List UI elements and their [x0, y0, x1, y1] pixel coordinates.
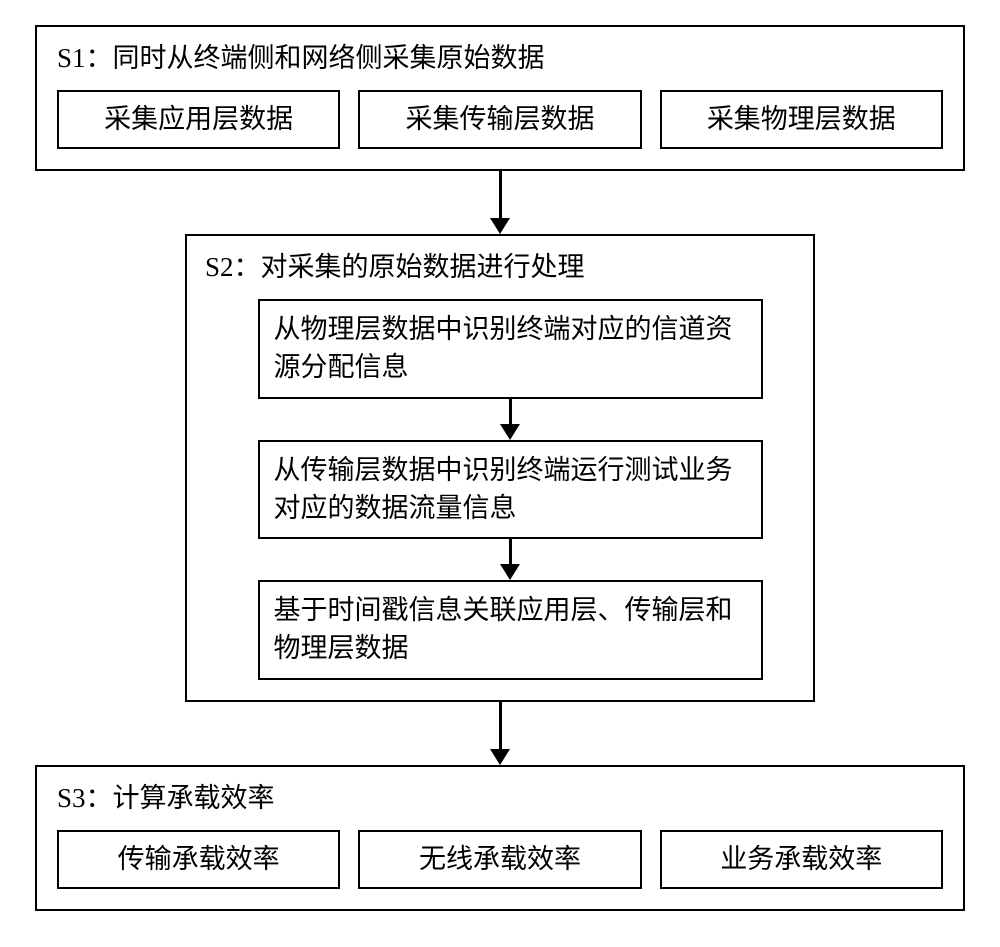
s2-step: 基于时间戳信息关联应用层、传输层和物理层数据 [258, 580, 763, 680]
step-s2-steps-col: 从物理层数据中识别终端对应的信道资源分配信息 从传输层数据中识别终端运行测试业务… [247, 299, 773, 680]
step-s1-title: S1：同时从终端侧和网络侧采集原始数据 [57, 41, 943, 76]
flowchart-diagram: S1：同时从终端侧和网络侧采集原始数据 采集应用层数据 采集传输层数据 采集物理… [25, 25, 975, 911]
s1-item: 采集传输层数据 [358, 90, 641, 149]
s3-item: 业务承载效率 [660, 830, 943, 889]
s3-item: 传输承载效率 [57, 830, 340, 889]
step-s3-title: S3：计算承载效率 [57, 781, 943, 816]
step-s3-items-row: 传输承载效率 无线承载效率 业务承载效率 [57, 830, 943, 889]
s1-item: 采集应用层数据 [57, 90, 340, 149]
s2-step: 从传输层数据中识别终端运行测试业务对应的数据流量信息 [258, 440, 763, 540]
arrow-s2-inner-1 [500, 399, 520, 440]
step-s3-box: S3：计算承载效率 传输承载效率 无线承载效率 业务承载效率 [35, 765, 965, 911]
step-s2-box: S2：对采集的原始数据进行处理 从物理层数据中识别终端对应的信道资源分配信息 从… [185, 234, 815, 702]
s2-step: 从物理层数据中识别终端对应的信道资源分配信息 [258, 299, 763, 399]
s3-item: 无线承载效率 [358, 830, 641, 889]
step-s1-box: S1：同时从终端侧和网络侧采集原始数据 采集应用层数据 采集传输层数据 采集物理… [35, 25, 965, 171]
s1-item: 采集物理层数据 [660, 90, 943, 149]
step-s2-title: S2：对采集的原始数据进行处理 [205, 250, 773, 285]
arrow-s1-to-s2 [490, 171, 510, 234]
arrow-s2-inner-2 [500, 539, 520, 580]
arrow-s2-to-s3 [490, 702, 510, 765]
step-s1-items-row: 采集应用层数据 采集传输层数据 采集物理层数据 [57, 90, 943, 149]
